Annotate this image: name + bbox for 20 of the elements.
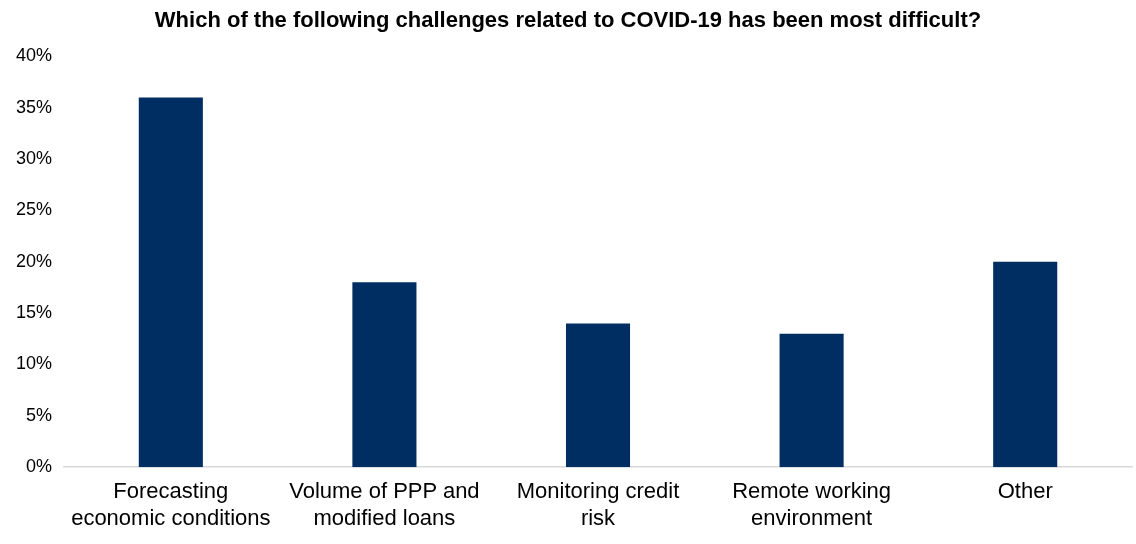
bar — [352, 282, 417, 468]
chart-title: Which of the following challenges related to COVID-19 has been most difficult? — [154, 7, 982, 33]
y-tick-label: 35% — [16, 96, 53, 117]
y-tick-label: 15% — [16, 302, 53, 323]
x-tick-label: Monitoring credit risk — [516, 478, 680, 530]
x-tick-label: Remote working environment — [732, 478, 892, 530]
bar — [138, 97, 203, 468]
y-tick-label: 5% — [26, 404, 53, 425]
bar — [993, 261, 1058, 468]
x-tick-label: Volume of PPP and modified loans — [289, 478, 480, 530]
x-tick-label: Forecasting economic conditions — [71, 478, 271, 530]
y-tick-label: 10% — [16, 353, 53, 374]
bar — [779, 333, 844, 468]
bar — [565, 323, 631, 468]
y-tick-label: 40% — [16, 45, 53, 66]
x-tick-label: Other — [997, 478, 1053, 504]
y-tick-label: 0% — [26, 456, 53, 477]
y-tick-label: 30% — [16, 148, 53, 169]
y-tick-label: 20% — [16, 250, 53, 271]
y-tick-label: 25% — [16, 199, 53, 220]
